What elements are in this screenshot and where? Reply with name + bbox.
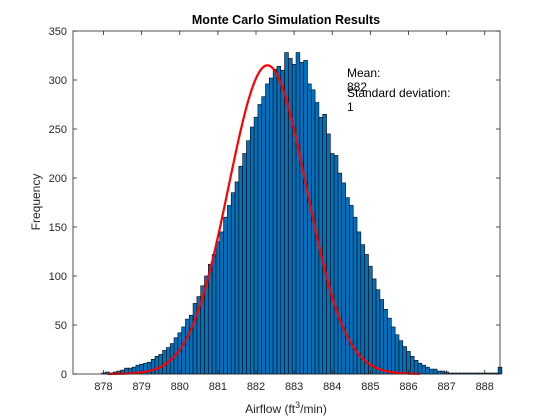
histogram-bar <box>158 354 163 375</box>
x-tick-label: 887 <box>437 381 455 393</box>
histogram-bar <box>185 318 190 375</box>
x-tick-label: 880 <box>171 381 189 393</box>
mean-label: Mean: <box>347 66 380 80</box>
histogram-bar <box>215 241 221 375</box>
histogram-bar <box>295 52 301 375</box>
histogram-bar <box>345 197 350 375</box>
histogram-bar <box>322 114 327 375</box>
histogram-bar <box>379 299 385 375</box>
histogram-bar <box>394 334 400 375</box>
y-tick-label: 350 <box>49 26 67 38</box>
histogram-bar <box>162 350 167 375</box>
x-tick-label: 882 <box>247 381 265 393</box>
histogram-bar <box>280 69 285 375</box>
x-tick-label: 886 <box>399 381 417 393</box>
histogram-bar <box>330 153 335 375</box>
histogram-bar <box>307 83 312 375</box>
x-tick-label: 878 <box>94 381 112 393</box>
histogram-bar <box>219 231 224 375</box>
histogram-bar <box>261 96 266 375</box>
histogram-bar <box>291 64 297 375</box>
chart-title: Monte Carlo Simulation Results <box>192 13 380 27</box>
histogram-bar <box>310 89 316 375</box>
histogram-bar <box>272 68 278 375</box>
x-tick-label: 881 <box>209 381 227 393</box>
histogram-bar <box>333 155 339 375</box>
histogram-bar <box>303 60 308 375</box>
histogram-bar <box>257 104 263 375</box>
mean-value: 882 <box>347 80 367 94</box>
x-axis-label-superscript: 3 <box>295 400 300 410</box>
histogram-bar <box>253 116 259 375</box>
histogram-bar <box>398 340 404 375</box>
histogram-bar <box>227 205 232 375</box>
histogram-bar <box>181 326 186 375</box>
x-tick-label: 879 <box>132 381 150 393</box>
x-tick-label: 883 <box>285 381 303 393</box>
histogram-bar <box>234 181 240 375</box>
histogram-bar <box>421 364 426 375</box>
histogram-bar <box>425 366 430 375</box>
histogram-bar <box>299 62 304 375</box>
y-tick-label: 0 <box>61 369 67 381</box>
normal-fit-curve <box>107 64 420 376</box>
y-tick-label: 200 <box>49 173 67 185</box>
histogram-bar <box>211 254 217 375</box>
histogram-bar <box>246 140 251 375</box>
histogram-bar <box>368 265 373 375</box>
histogram-bar <box>337 172 343 375</box>
histogram-bar <box>154 356 160 375</box>
histogram-bar <box>360 244 365 375</box>
histogram-bar <box>432 368 438 375</box>
histogram-bar <box>383 309 388 375</box>
histogram-bar <box>387 317 392 375</box>
histogram-bar <box>269 77 274 375</box>
y-axis-ticks: 0 50 100 150 200 250 300 350 <box>49 26 500 381</box>
x-axis-ticks: 878 879 880 881 882 883 884 885 886 887 888 <box>94 31 494 393</box>
histogram-bar <box>341 182 346 375</box>
histogram-bar <box>242 153 247 375</box>
histogram-bar <box>417 362 423 375</box>
y-axis-label: Frequency <box>29 174 43 231</box>
histogram-bar <box>375 289 381 375</box>
histogram-bar <box>436 370 442 375</box>
y-tick-label: 50 <box>55 320 67 332</box>
y-tick-label: 150 <box>49 222 67 234</box>
histogram-bar <box>265 83 270 375</box>
x-tick-label: 888 <box>476 381 494 393</box>
x-tick-label: 884 <box>323 381 341 393</box>
y-tick-label: 300 <box>49 75 67 87</box>
sd-value: 1 <box>347 100 354 114</box>
histogram-bar <box>249 126 255 375</box>
histogram-bar <box>223 216 228 375</box>
histogram-bar <box>391 326 396 375</box>
sd-label: Standard deviation: <box>347 86 450 100</box>
histogram-bar <box>177 332 182 375</box>
histogram-bar <box>349 205 354 375</box>
histogram-bar <box>410 356 415 375</box>
histogram-bar <box>208 263 213 375</box>
histogram-bar <box>402 346 407 375</box>
histogram-bar <box>429 368 434 375</box>
histogram-bar <box>230 192 236 375</box>
histogram-bar <box>371 278 377 375</box>
histogram-bar <box>238 165 243 375</box>
plot-frame <box>72 30 501 375</box>
histogram-bar <box>326 133 331 375</box>
histogram-bar <box>150 358 156 375</box>
histogram-bar <box>276 65 282 375</box>
histogram-bar <box>413 359 419 375</box>
x-axis-label: Airflow (ft3/min) <box>245 400 327 416</box>
histogram-bar <box>364 254 369 375</box>
x-tick-label: 885 <box>361 381 379 393</box>
y-tick-label: 100 <box>49 271 67 283</box>
histogram-bar <box>440 370 446 375</box>
y-tick-label: 250 <box>49 124 67 136</box>
